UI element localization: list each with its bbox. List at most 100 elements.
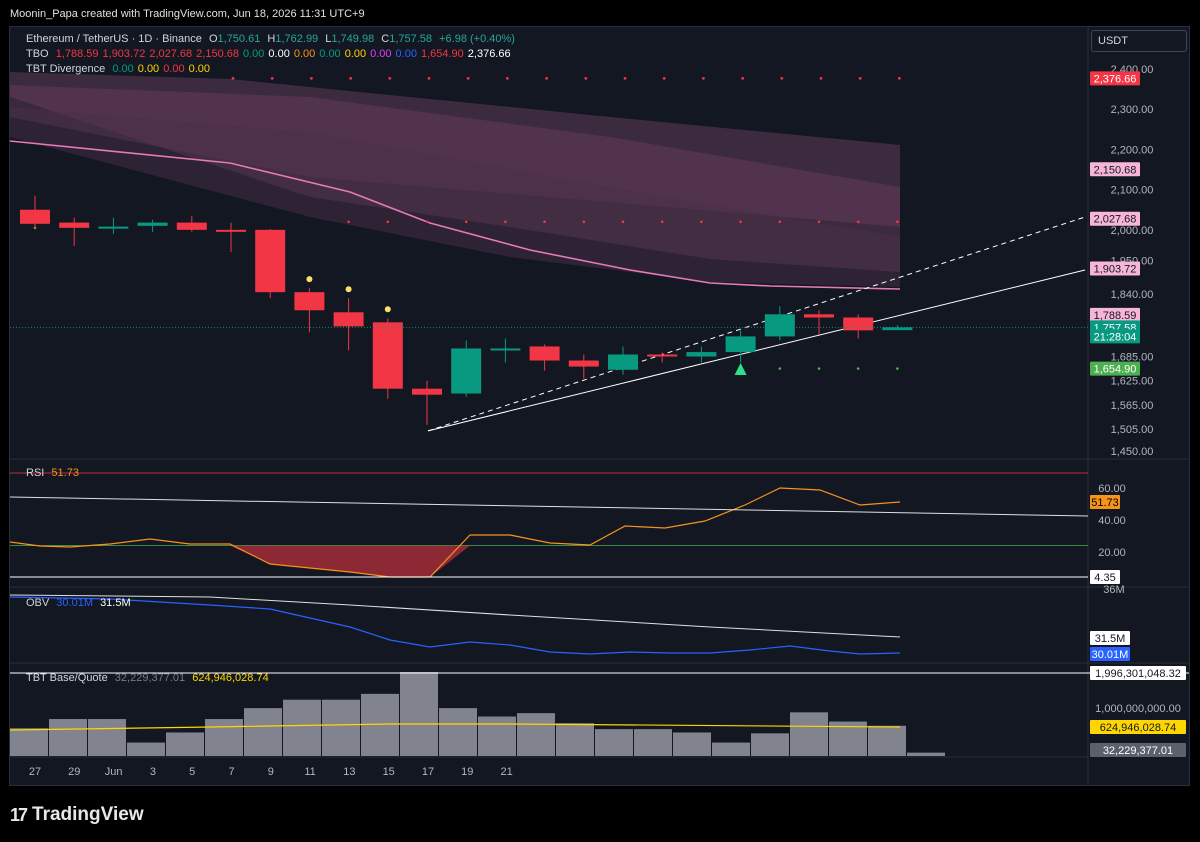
volume-bar bbox=[88, 719, 126, 756]
obv-tick-label: 36M bbox=[1103, 584, 1124, 596]
resistance-dot bbox=[898, 76, 901, 80]
price-label-text: 1,788.59 bbox=[1094, 310, 1137, 322]
price-tick-label: 2,100.00 bbox=[1111, 185, 1154, 197]
resistance-dot bbox=[856, 220, 860, 224]
time-tick-label: 29 bbox=[68, 766, 80, 778]
rsi-tick-label: 20.00 bbox=[1098, 547, 1126, 559]
volume-bar bbox=[127, 742, 165, 756]
volume-bar bbox=[283, 699, 321, 756]
resistance-dot bbox=[386, 220, 390, 224]
time-tick-label: 5 bbox=[189, 766, 195, 778]
volume-bar bbox=[10, 728, 48, 756]
legend-c-label: C bbox=[381, 33, 390, 45]
candle-body bbox=[608, 354, 638, 370]
candle-body bbox=[725, 336, 756, 353]
price-tick-label: 1,565.00 bbox=[1111, 400, 1154, 412]
time-tick-label: 9 bbox=[268, 766, 274, 778]
resistance-dot bbox=[662, 76, 666, 80]
resistance-dot bbox=[660, 220, 664, 224]
resistance-dot bbox=[778, 220, 782, 224]
legend-rsi-label: RSI bbox=[26, 467, 45, 479]
time-tick-label: 27 bbox=[29, 766, 41, 778]
obv-line bbox=[10, 596, 901, 655]
price-label-text: 1,654.90 bbox=[1094, 364, 1137, 376]
volume-label-box bbox=[1090, 743, 1186, 757]
price-label-text: 2,027.68 bbox=[1094, 214, 1137, 226]
volume-bar bbox=[790, 712, 828, 756]
signal-marker bbox=[306, 276, 313, 283]
support-dot bbox=[856, 367, 860, 370]
time-tick-label: 11 bbox=[304, 766, 315, 778]
resistance-dot bbox=[270, 76, 274, 80]
volume-bar bbox=[556, 723, 594, 756]
price-label-text: 2,376.66 bbox=[1094, 73, 1137, 85]
candle-body bbox=[176, 222, 207, 230]
resistance-dot bbox=[310, 76, 313, 80]
pink-ma-line bbox=[10, 140, 901, 290]
resistance-dot bbox=[741, 76, 744, 80]
obv-label-box bbox=[1090, 647, 1130, 661]
volume-bar bbox=[49, 719, 87, 756]
candle-body bbox=[59, 222, 90, 228]
rsi-trend-line bbox=[10, 496, 1089, 517]
legend-c-value: 1,757.58 bbox=[389, 33, 433, 45]
volume-bar bbox=[907, 752, 945, 756]
legend-o-value: 1,750.61 bbox=[217, 33, 261, 45]
obv-label-box bbox=[1090, 631, 1130, 645]
resistance-dot bbox=[466, 76, 470, 80]
rsi-tick-label: 60.00 bbox=[1098, 483, 1126, 495]
legend-rsi-value: 51.73 bbox=[51, 467, 79, 479]
price-tick-label: 1,625.00 bbox=[1111, 376, 1154, 388]
volume-bar bbox=[478, 716, 516, 756]
tradingview-logo-text: TradingView bbox=[32, 804, 144, 825]
price-label-box bbox=[1090, 329, 1140, 344]
candle-body bbox=[255, 229, 286, 293]
candle-body bbox=[333, 312, 364, 327]
resistance-dot bbox=[388, 76, 392, 80]
legend-vol-label: TBT Base/Quote bbox=[26, 672, 108, 684]
legend-volume: TBT Base/Quote 32,229,377.01 624,946,028… bbox=[26, 672, 273, 684]
candle-body bbox=[882, 327, 913, 331]
candle-body bbox=[490, 348, 521, 351]
chart-svg[interactable]: 2,400.002,300.002,200.002,100.002,000.00… bbox=[10, 27, 1189, 785]
resistance-dot bbox=[543, 220, 546, 224]
time-tick-label: 15 bbox=[383, 766, 395, 778]
resistance-dot bbox=[739, 220, 742, 224]
volume-bar bbox=[244, 708, 282, 756]
resistance-dot bbox=[702, 76, 705, 80]
resistance-dot bbox=[858, 76, 862, 80]
tradingview-logo-icon: 17 bbox=[10, 804, 28, 825]
price-label-box bbox=[1090, 162, 1140, 177]
support-dot bbox=[896, 367, 899, 370]
resistance-dot bbox=[349, 76, 352, 80]
legend-change: +6.98 (+0.40%) bbox=[439, 33, 515, 45]
time-tick-label: 13 bbox=[343, 766, 355, 778]
obv-trend-line bbox=[10, 594, 901, 638]
time-tick-label: Jun bbox=[105, 766, 123, 778]
legend-tbo-label: TBO bbox=[26, 48, 49, 60]
chart-container[interactable]: 2,400.00 2,300.00 2,200.00 2,100.00 2,000.00… bbox=[9, 26, 1190, 786]
time-tick-label: 17 bbox=[422, 766, 434, 778]
resistance-dot bbox=[817, 220, 821, 224]
price-label-box bbox=[1090, 211, 1140, 226]
legend-tbo-value: 1,903.72 bbox=[102, 48, 146, 60]
legend-o-label: O bbox=[208, 33, 218, 45]
currency-button[interactable]: USDT bbox=[1091, 30, 1187, 52]
signal-marker bbox=[345, 286, 352, 293]
candle-body bbox=[686, 352, 717, 357]
legend-obv: OBV 30.01M 31.5M bbox=[26, 597, 135, 609]
cloud-band-mid bbox=[10, 85, 900, 227]
signal-marker bbox=[384, 306, 391, 313]
candle-body bbox=[529, 346, 560, 361]
time-tick-label: 7 bbox=[228, 766, 234, 778]
rsi-tick-label: 40.00 bbox=[1098, 515, 1126, 527]
legend-div-value: 0.00 bbox=[112, 63, 134, 75]
price-tick-label: 1,450.00 bbox=[1111, 446, 1154, 458]
volume-label-text: 1,996,301,048.32 bbox=[1095, 668, 1181, 680]
resistance-dot bbox=[231, 76, 235, 80]
volume-bar bbox=[322, 699, 360, 756]
volume-bar bbox=[439, 708, 477, 756]
candle-body bbox=[137, 222, 168, 226]
legend-tbo-value: 2,027.68 bbox=[149, 48, 193, 60]
